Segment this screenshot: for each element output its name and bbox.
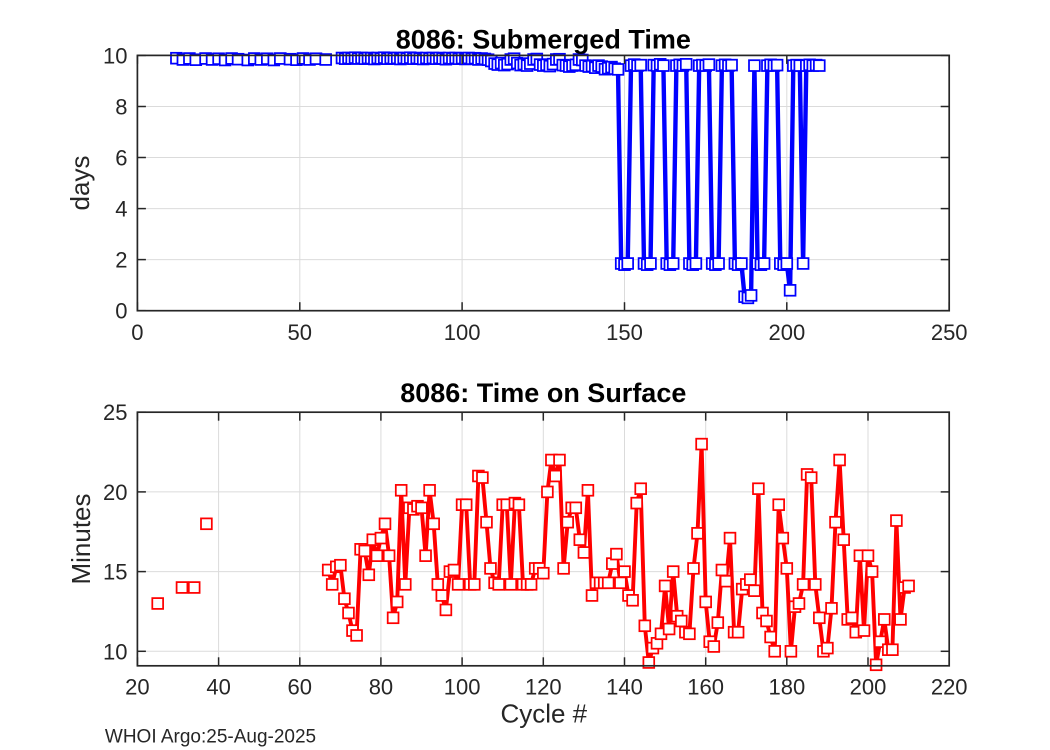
svg-text:10: 10 — [103, 43, 127, 68]
svg-text:60: 60 — [288, 675, 312, 700]
svg-text:0: 0 — [131, 320, 143, 345]
svg-text:80: 80 — [369, 675, 393, 700]
svg-text:Cycle #: Cycle # — [500, 699, 587, 729]
svg-text:20: 20 — [103, 480, 127, 505]
svg-text:20: 20 — [125, 675, 149, 700]
svg-text:15: 15 — [103, 560, 127, 585]
svg-text:2: 2 — [115, 248, 127, 273]
svg-text:8086: Submerged Time: 8086: Submerged Time — [396, 25, 691, 55]
svg-text:days: days — [65, 156, 95, 211]
svg-text:40: 40 — [206, 675, 230, 700]
svg-text:Minutes: Minutes — [66, 493, 96, 584]
svg-text:8: 8 — [115, 94, 127, 119]
svg-text:4: 4 — [115, 197, 127, 222]
svg-text:8086: Time on Surface: 8086: Time on Surface — [400, 378, 686, 408]
svg-text:150: 150 — [606, 320, 643, 345]
svg-text:120: 120 — [525, 675, 562, 700]
svg-text:200: 200 — [768, 320, 805, 345]
svg-text:WHOI Argo:25-Aug-2025: WHOI Argo:25-Aug-2025 — [105, 726, 316, 747]
svg-text:140: 140 — [606, 675, 643, 700]
svg-text:0: 0 — [115, 299, 127, 324]
svg-text:250: 250 — [931, 320, 968, 345]
svg-text:10: 10 — [103, 639, 127, 664]
svg-text:220: 220 — [931, 675, 968, 700]
svg-text:6: 6 — [115, 146, 127, 171]
svg-text:100: 100 — [444, 675, 481, 700]
svg-text:50: 50 — [288, 320, 312, 345]
svg-text:180: 180 — [768, 675, 805, 700]
svg-text:25: 25 — [103, 400, 127, 425]
svg-text:100: 100 — [444, 320, 481, 345]
svg-text:160: 160 — [687, 675, 724, 700]
svg-text:200: 200 — [850, 675, 887, 700]
